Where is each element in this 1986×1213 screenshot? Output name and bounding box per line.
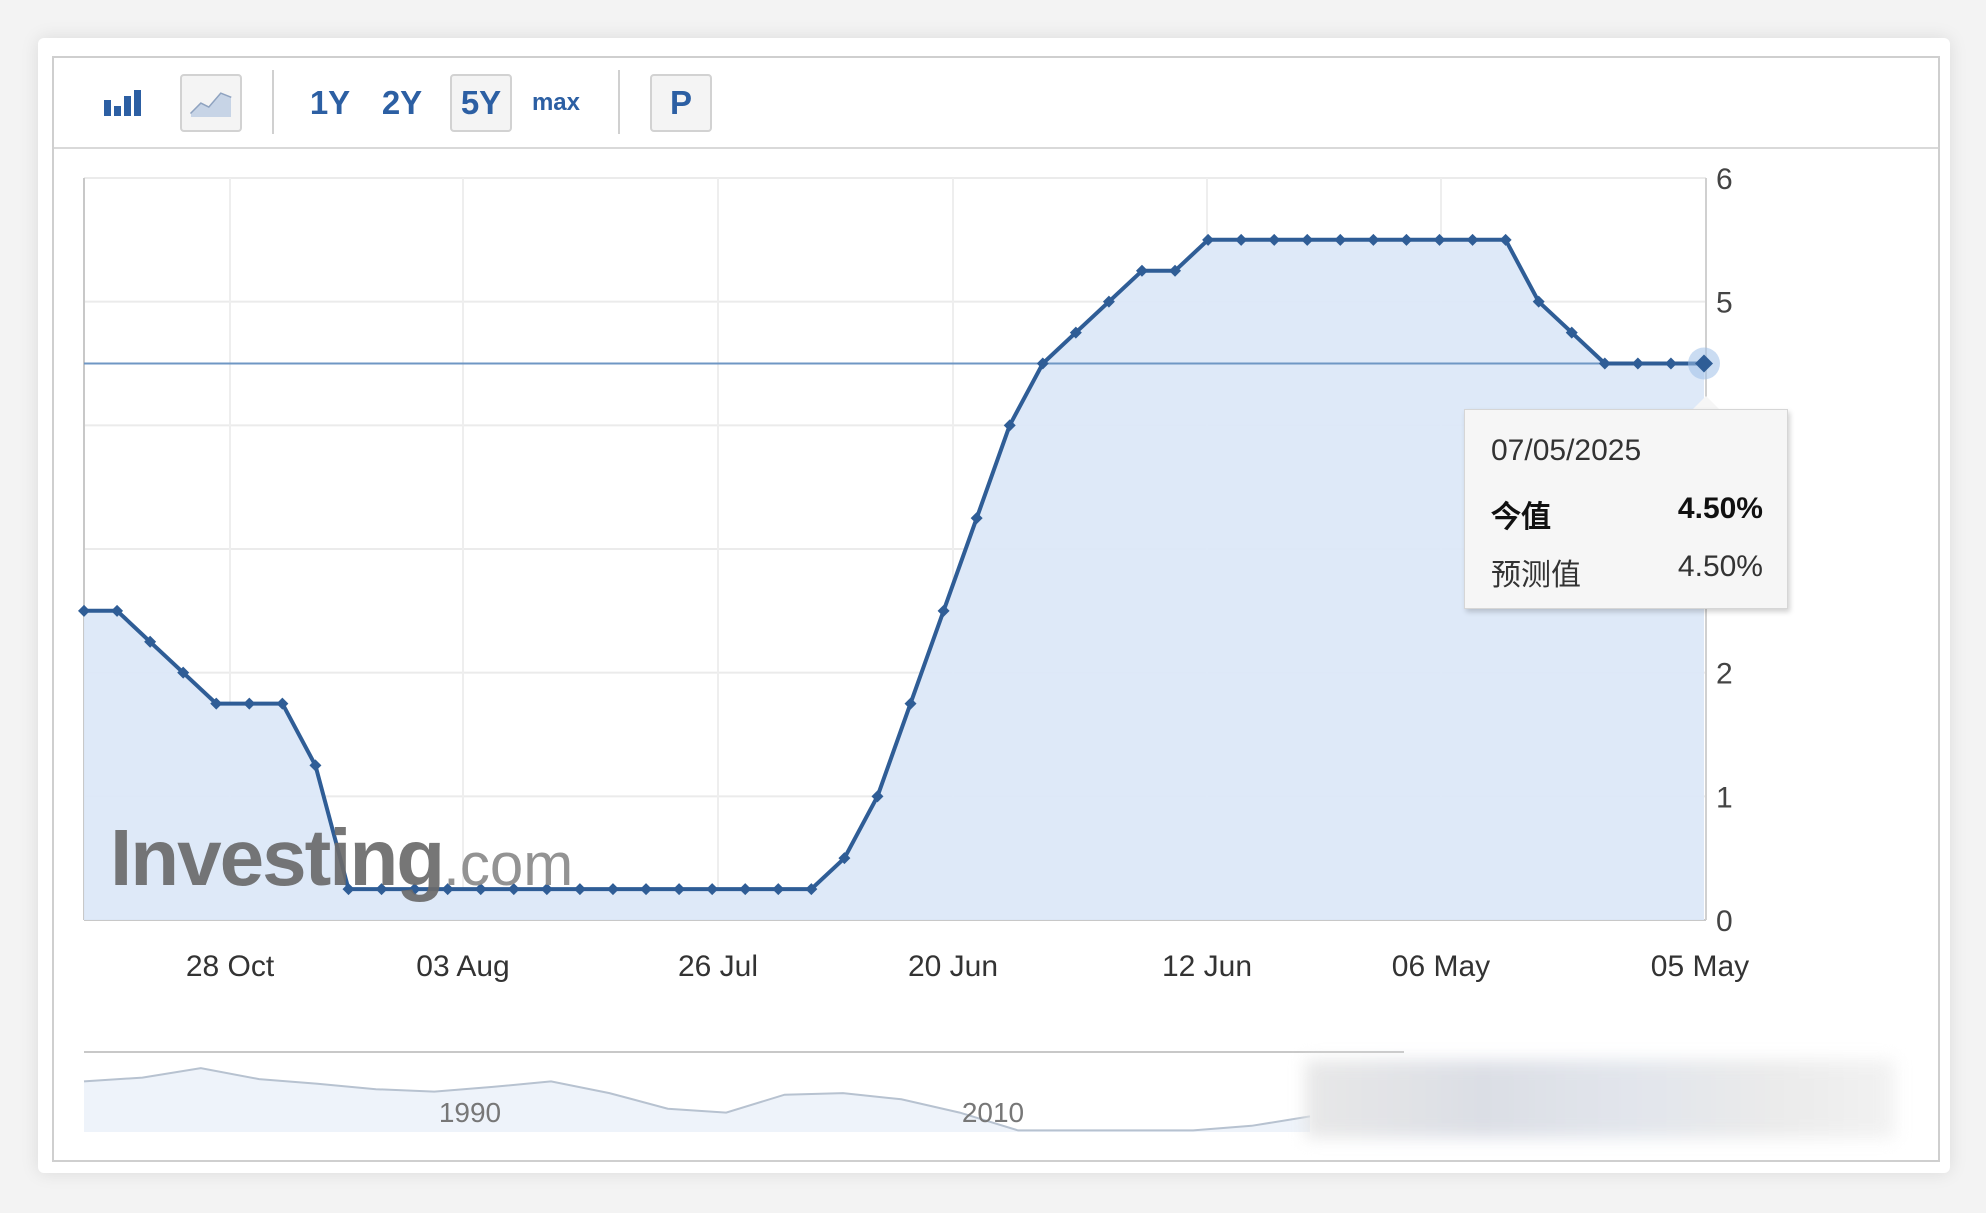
toolbar-separator	[618, 70, 620, 134]
data-point	[606, 883, 619, 896]
y-tick-label: 2	[1716, 658, 1733, 691]
data-point	[1202, 233, 1215, 246]
data-tooltip: 07/05/2025 今值 4.50% 预测值 4.50%	[1464, 409, 1788, 609]
data-point	[1664, 357, 1677, 370]
tooltip-arrow	[1692, 396, 1720, 410]
data-point	[1400, 233, 1413, 246]
x-tick-label: 20 Jun	[908, 950, 998, 983]
y-tick-label: 6	[1716, 163, 1733, 196]
range-max-button[interactable]: max	[531, 89, 581, 116]
data-point	[1565, 326, 1578, 339]
data-point	[243, 697, 256, 710]
x-tick-label: 06 May	[1392, 950, 1490, 983]
y-axis-ticks: 0 1 2 5 6	[1716, 163, 1733, 938]
data-point	[640, 883, 653, 896]
navigator[interactable]: 1990 2010	[83, 1051, 1404, 1132]
y-tick-label: 1	[1716, 781, 1733, 814]
data-point	[210, 697, 223, 710]
data-point	[904, 697, 917, 710]
data-point	[144, 635, 157, 648]
data-point	[441, 883, 454, 896]
data-point	[540, 883, 553, 896]
data-point	[507, 883, 520, 896]
investing-watermark: Investing.com	[110, 813, 574, 902]
data-point	[309, 759, 322, 772]
tooltip-actual-row: 今值 4.50%	[1491, 492, 1763, 536]
range-1y-button[interactable]: 1Y	[309, 84, 351, 121]
data-point	[1598, 357, 1611, 370]
blurred-region	[1305, 1060, 1895, 1138]
data-point	[408, 883, 421, 896]
data-point	[1169, 264, 1182, 277]
data-point	[342, 883, 355, 896]
data-point	[1466, 233, 1479, 246]
y-tick-label: 0	[1716, 905, 1733, 938]
data-point	[739, 883, 752, 896]
x-tick-label: 28 Oct	[186, 950, 275, 983]
data-point	[1433, 233, 1446, 246]
data-point	[1532, 295, 1545, 308]
data-point	[111, 604, 124, 617]
navigator-line	[83, 1067, 1311, 1132]
data-point	[706, 883, 719, 896]
data-point	[871, 790, 884, 803]
y-tick-label: 5	[1716, 287, 1733, 320]
data-point	[474, 883, 487, 896]
x-tick-label: 12 Jun	[1162, 950, 1252, 983]
x-tick-label: 26 Jul	[678, 950, 758, 983]
data-point	[1036, 357, 1049, 370]
tooltip-forecast-label: 预测值	[1491, 559, 1581, 592]
data-point	[805, 883, 818, 896]
data-point	[1069, 326, 1082, 339]
data-point	[673, 883, 686, 896]
tooltip-date: 07/05/2025	[1491, 434, 1642, 467]
data-point	[276, 697, 289, 710]
data-point	[375, 883, 388, 896]
tooltip-actual-value: 4.50%	[1677, 492, 1763, 525]
data-point	[970, 512, 983, 525]
range-5y-button[interactable]: 5Y	[450, 74, 512, 132]
data-point	[1102, 295, 1115, 308]
range-2y-button[interactable]: 2Y	[381, 84, 423, 121]
data-point	[1499, 233, 1512, 246]
data-point	[1334, 233, 1347, 246]
data-point	[838, 852, 851, 865]
data-point	[937, 604, 950, 617]
x-tick-label: 03 Aug	[416, 950, 509, 983]
data-point	[1301, 233, 1314, 246]
data-point	[1268, 233, 1281, 246]
data-point	[573, 883, 586, 896]
line-chart-icon[interactable]	[180, 74, 242, 132]
data-point	[772, 883, 785, 896]
series-area	[84, 239, 1704, 921]
tooltip-forecast-row: 预测值 4.50%	[1491, 550, 1763, 594]
data-point	[1367, 233, 1380, 246]
navigator-label: 2010	[962, 1097, 1024, 1128]
navigator-area	[84, 1068, 1310, 1132]
navigator-label: 1990	[439, 1097, 501, 1128]
data-point	[78, 604, 90, 617]
data-point	[177, 666, 190, 679]
series-markers	[78, 233, 1720, 896]
tooltip-forecast-value: 4.50%	[1677, 550, 1763, 583]
tooltip-actual-label: 今值	[1491, 501, 1551, 534]
toolbar-separator	[272, 70, 274, 134]
data-point	[1631, 357, 1644, 370]
x-tick-label: 05 May	[1651, 950, 1749, 983]
highlight-point[interactable]	[1695, 354, 1713, 373]
data-point	[1235, 233, 1248, 246]
x-axis-ticks: 28 Oct 03 Aug 26 Jul 20 Jun 12 Jun 06 May 05 M…	[186, 950, 1749, 983]
data-point	[1003, 419, 1016, 432]
p-button[interactable]: P	[650, 74, 712, 132]
chart-toolbar: 1Y 2Y 5Y max P	[54, 58, 1938, 149]
data-point	[1135, 264, 1148, 277]
bar-chart-icon[interactable]	[94, 74, 154, 132]
